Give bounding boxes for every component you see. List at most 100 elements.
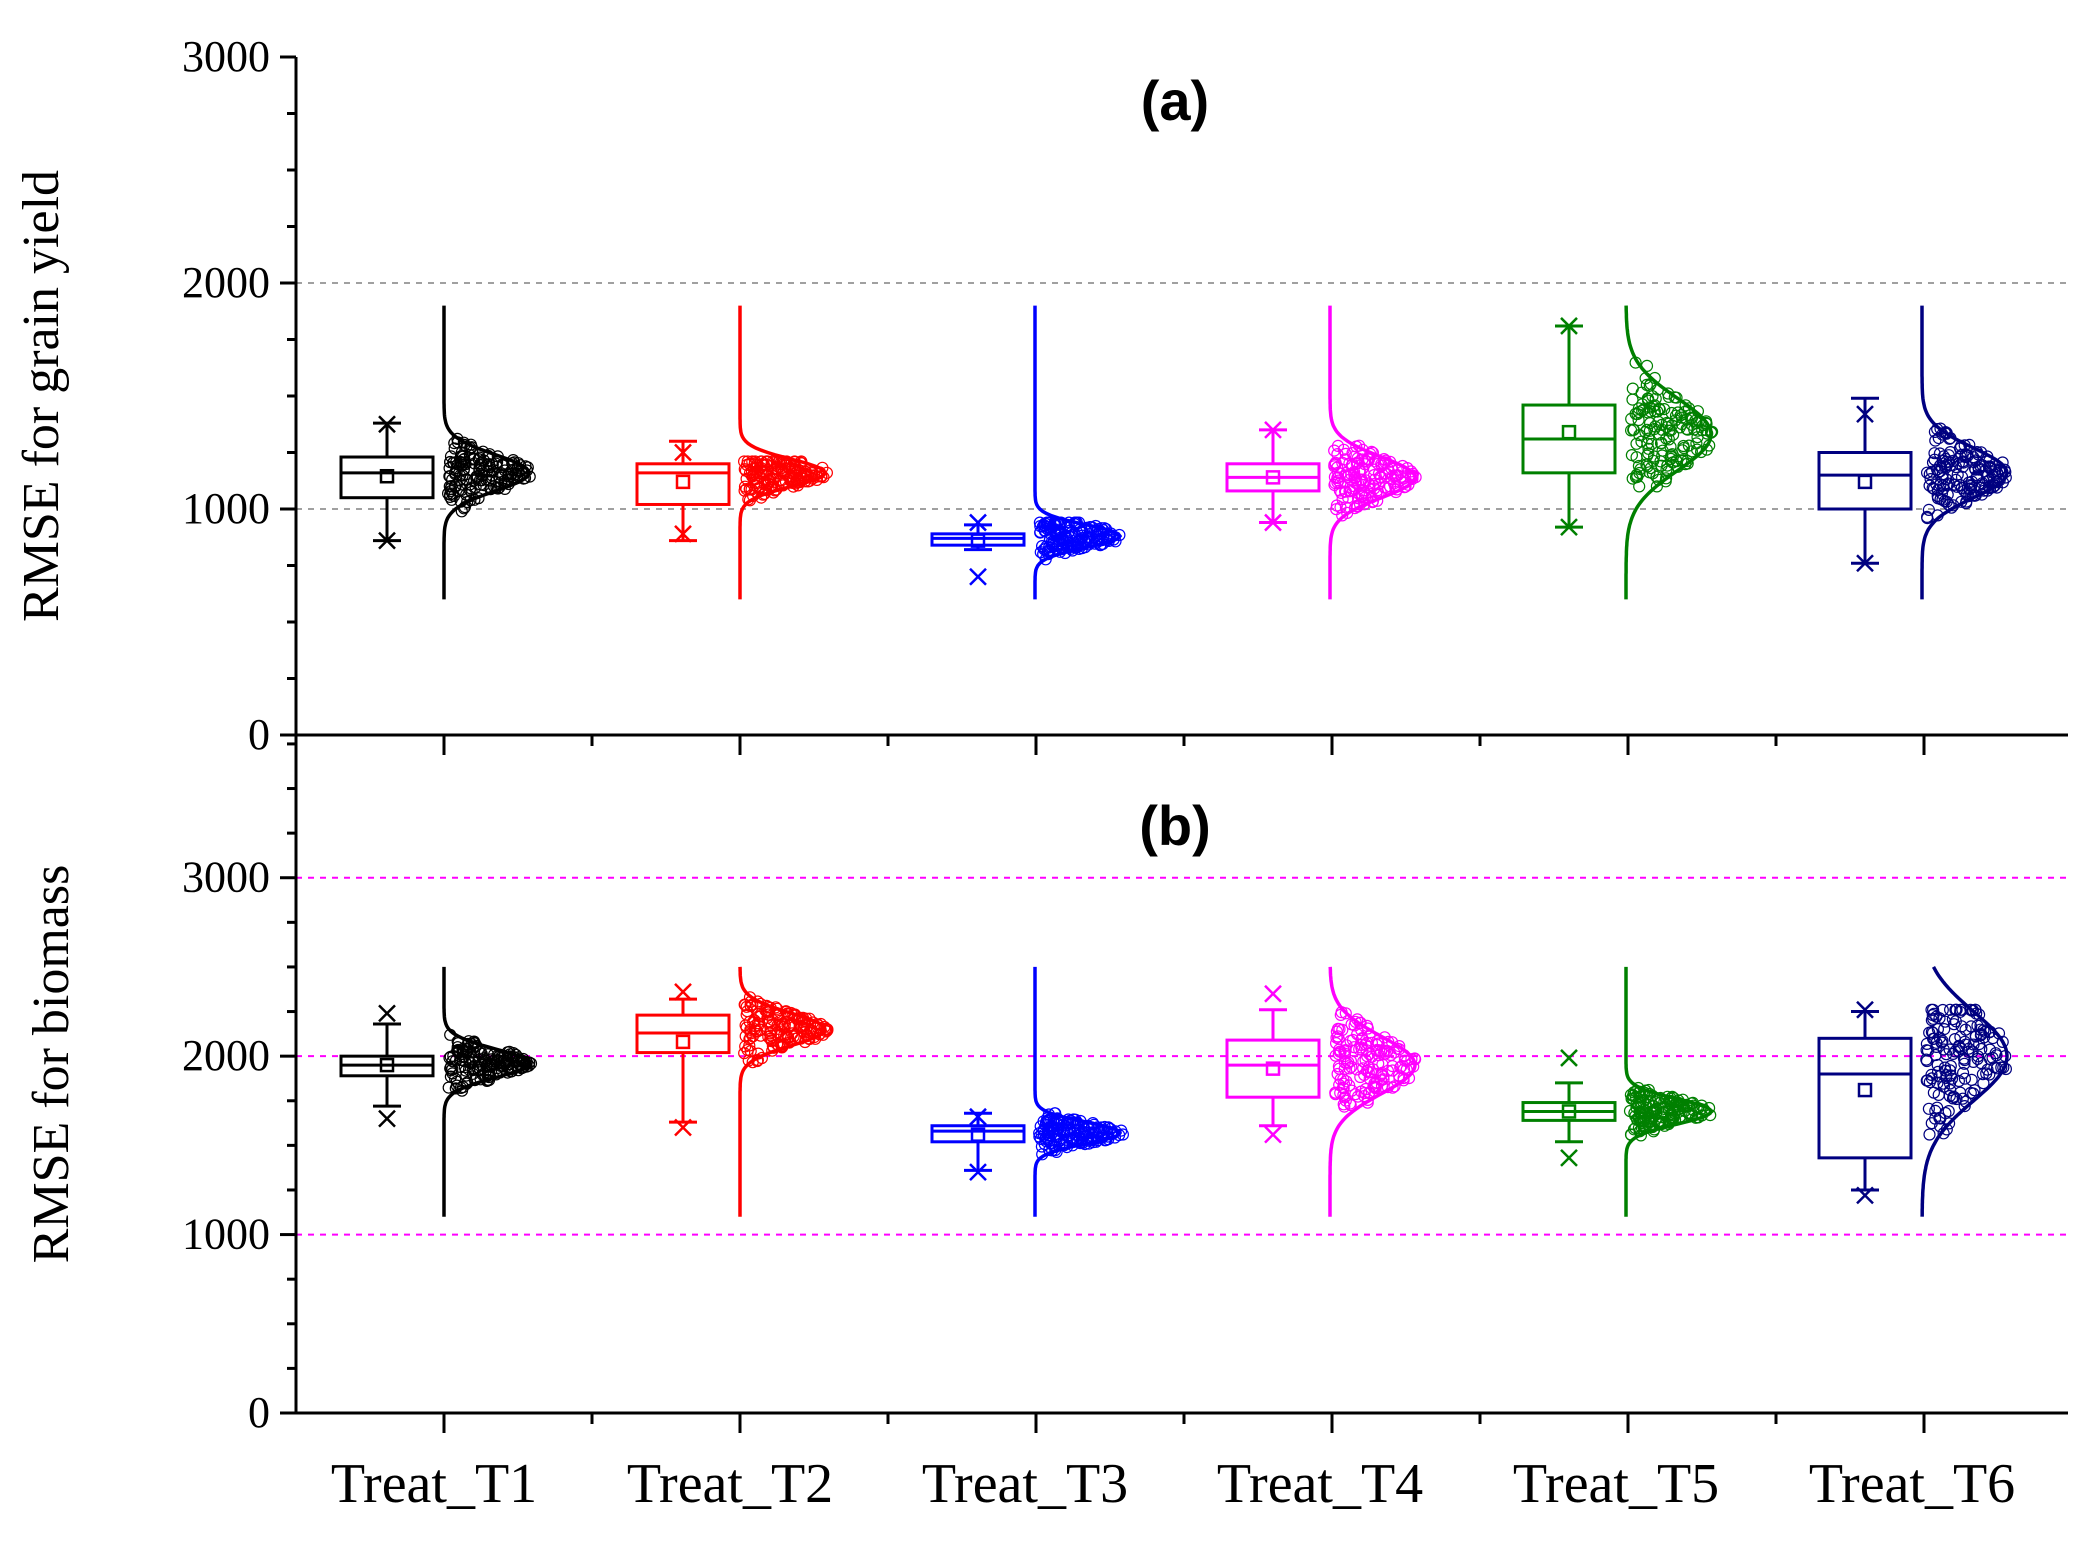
data-point (1922, 503, 1936, 516)
data-point (1936, 428, 1949, 441)
data-point (1633, 480, 1646, 493)
data-point (1927, 1012, 1940, 1025)
data-point (1940, 458, 1954, 471)
data-point (1390, 469, 1404, 482)
data-point (1965, 1020, 1978, 1033)
data-point (1407, 1060, 1420, 1073)
data-point (444, 1028, 457, 1041)
data-point (766, 467, 779, 480)
data-point (786, 1027, 799, 1040)
data-point (1964, 1003, 1977, 1016)
data-point (1690, 443, 1704, 456)
data-point (738, 1047, 751, 1060)
data-point (1107, 533, 1120, 546)
data-point (506, 457, 519, 470)
data-point (1992, 1027, 2006, 1040)
data-point (1379, 481, 1392, 494)
data-point (1369, 1082, 1382, 1095)
data-point (1033, 1127, 1046, 1140)
data-point (1648, 1123, 1661, 1136)
data-point (1334, 501, 1347, 514)
data-point (1967, 1038, 1980, 1051)
distribution-curve (442, 305, 531, 600)
data-point (1643, 417, 1657, 430)
outlier-marker (969, 1163, 987, 1182)
data-point (788, 465, 801, 478)
outlier-marker (969, 567, 987, 586)
data-point (1945, 501, 1958, 514)
data-point (752, 1007, 765, 1021)
panel-title: (a) (1141, 69, 1209, 132)
data-point (1933, 1111, 1946, 1125)
data-point (451, 436, 464, 449)
outlier-marker (674, 1118, 692, 1137)
data-point (1071, 1135, 1084, 1148)
data-point (1408, 1053, 1422, 1066)
data-point (1371, 457, 1385, 470)
data-point (480, 1074, 494, 1088)
data-point (449, 1072, 462, 1085)
data-point (1955, 495, 1968, 508)
series-Treat_T4 (1225, 966, 1422, 1217)
mean-marker (379, 468, 395, 484)
data-point (760, 478, 774, 491)
data-point (1070, 539, 1083, 552)
data-point (497, 1054, 511, 1067)
data-point (1944, 1084, 1957, 1097)
data-point (468, 1035, 481, 1048)
x-tick-label: Treat_T1 (331, 1453, 537, 1515)
data-point (1936, 493, 1949, 506)
data-point (1928, 447, 1941, 460)
data-point (1642, 442, 1655, 455)
data-point (1398, 1054, 1412, 1067)
data-point (1328, 478, 1341, 491)
data-point (1384, 1048, 1397, 1062)
data-point (1641, 437, 1654, 450)
data-point (1944, 446, 1957, 459)
y-tick-label: 2000 (182, 1031, 270, 1080)
data-point (1920, 466, 1934, 479)
data-point (1668, 391, 1681, 404)
data-point (1966, 489, 1980, 502)
data-point (1943, 1089, 1956, 1103)
data-point (1935, 487, 1949, 500)
data-point (1098, 1120, 1111, 1134)
data-point (1660, 463, 1673, 476)
data-point (1942, 1117, 1956, 1130)
data-point (1638, 1086, 1651, 1099)
data-point (1341, 491, 1355, 504)
data-point (1646, 467, 1659, 480)
data-point (1344, 473, 1357, 486)
data-point (751, 1054, 764, 1068)
data-point (790, 473, 804, 487)
data-point (1056, 538, 1069, 551)
data-point (1700, 443, 1713, 456)
series-Treat_T6 (1817, 305, 2012, 600)
data-point (512, 457, 525, 470)
series-Treat_T5 (1521, 966, 1717, 1217)
data-point (1351, 1090, 1365, 1103)
data-point (469, 1072, 482, 1086)
data-point (1043, 543, 1056, 557)
data-point (1959, 1038, 1972, 1051)
data-point (775, 474, 788, 487)
data-point (1386, 1064, 1399, 1077)
data-point (1050, 542, 1063, 555)
data-point (748, 479, 761, 492)
data-point (481, 464, 494, 477)
data-point (1393, 1043, 1406, 1056)
outlier-marker (378, 1004, 396, 1023)
data-point (1649, 392, 1662, 405)
data-point (1929, 434, 1942, 447)
data-point (511, 1051, 525, 1064)
data-point (1943, 1003, 1957, 1016)
data-point (1406, 470, 1419, 483)
data-point (1643, 1087, 1656, 1101)
outlier-marker (1856, 1000, 1874, 1019)
data-point (1927, 1007, 1941, 1020)
data-point (1383, 455, 1397, 468)
data-point (1944, 1059, 1957, 1073)
y-tick-label: 2000 (182, 258, 270, 307)
data-point (1994, 463, 2007, 476)
data-point (1958, 1057, 1971, 1070)
